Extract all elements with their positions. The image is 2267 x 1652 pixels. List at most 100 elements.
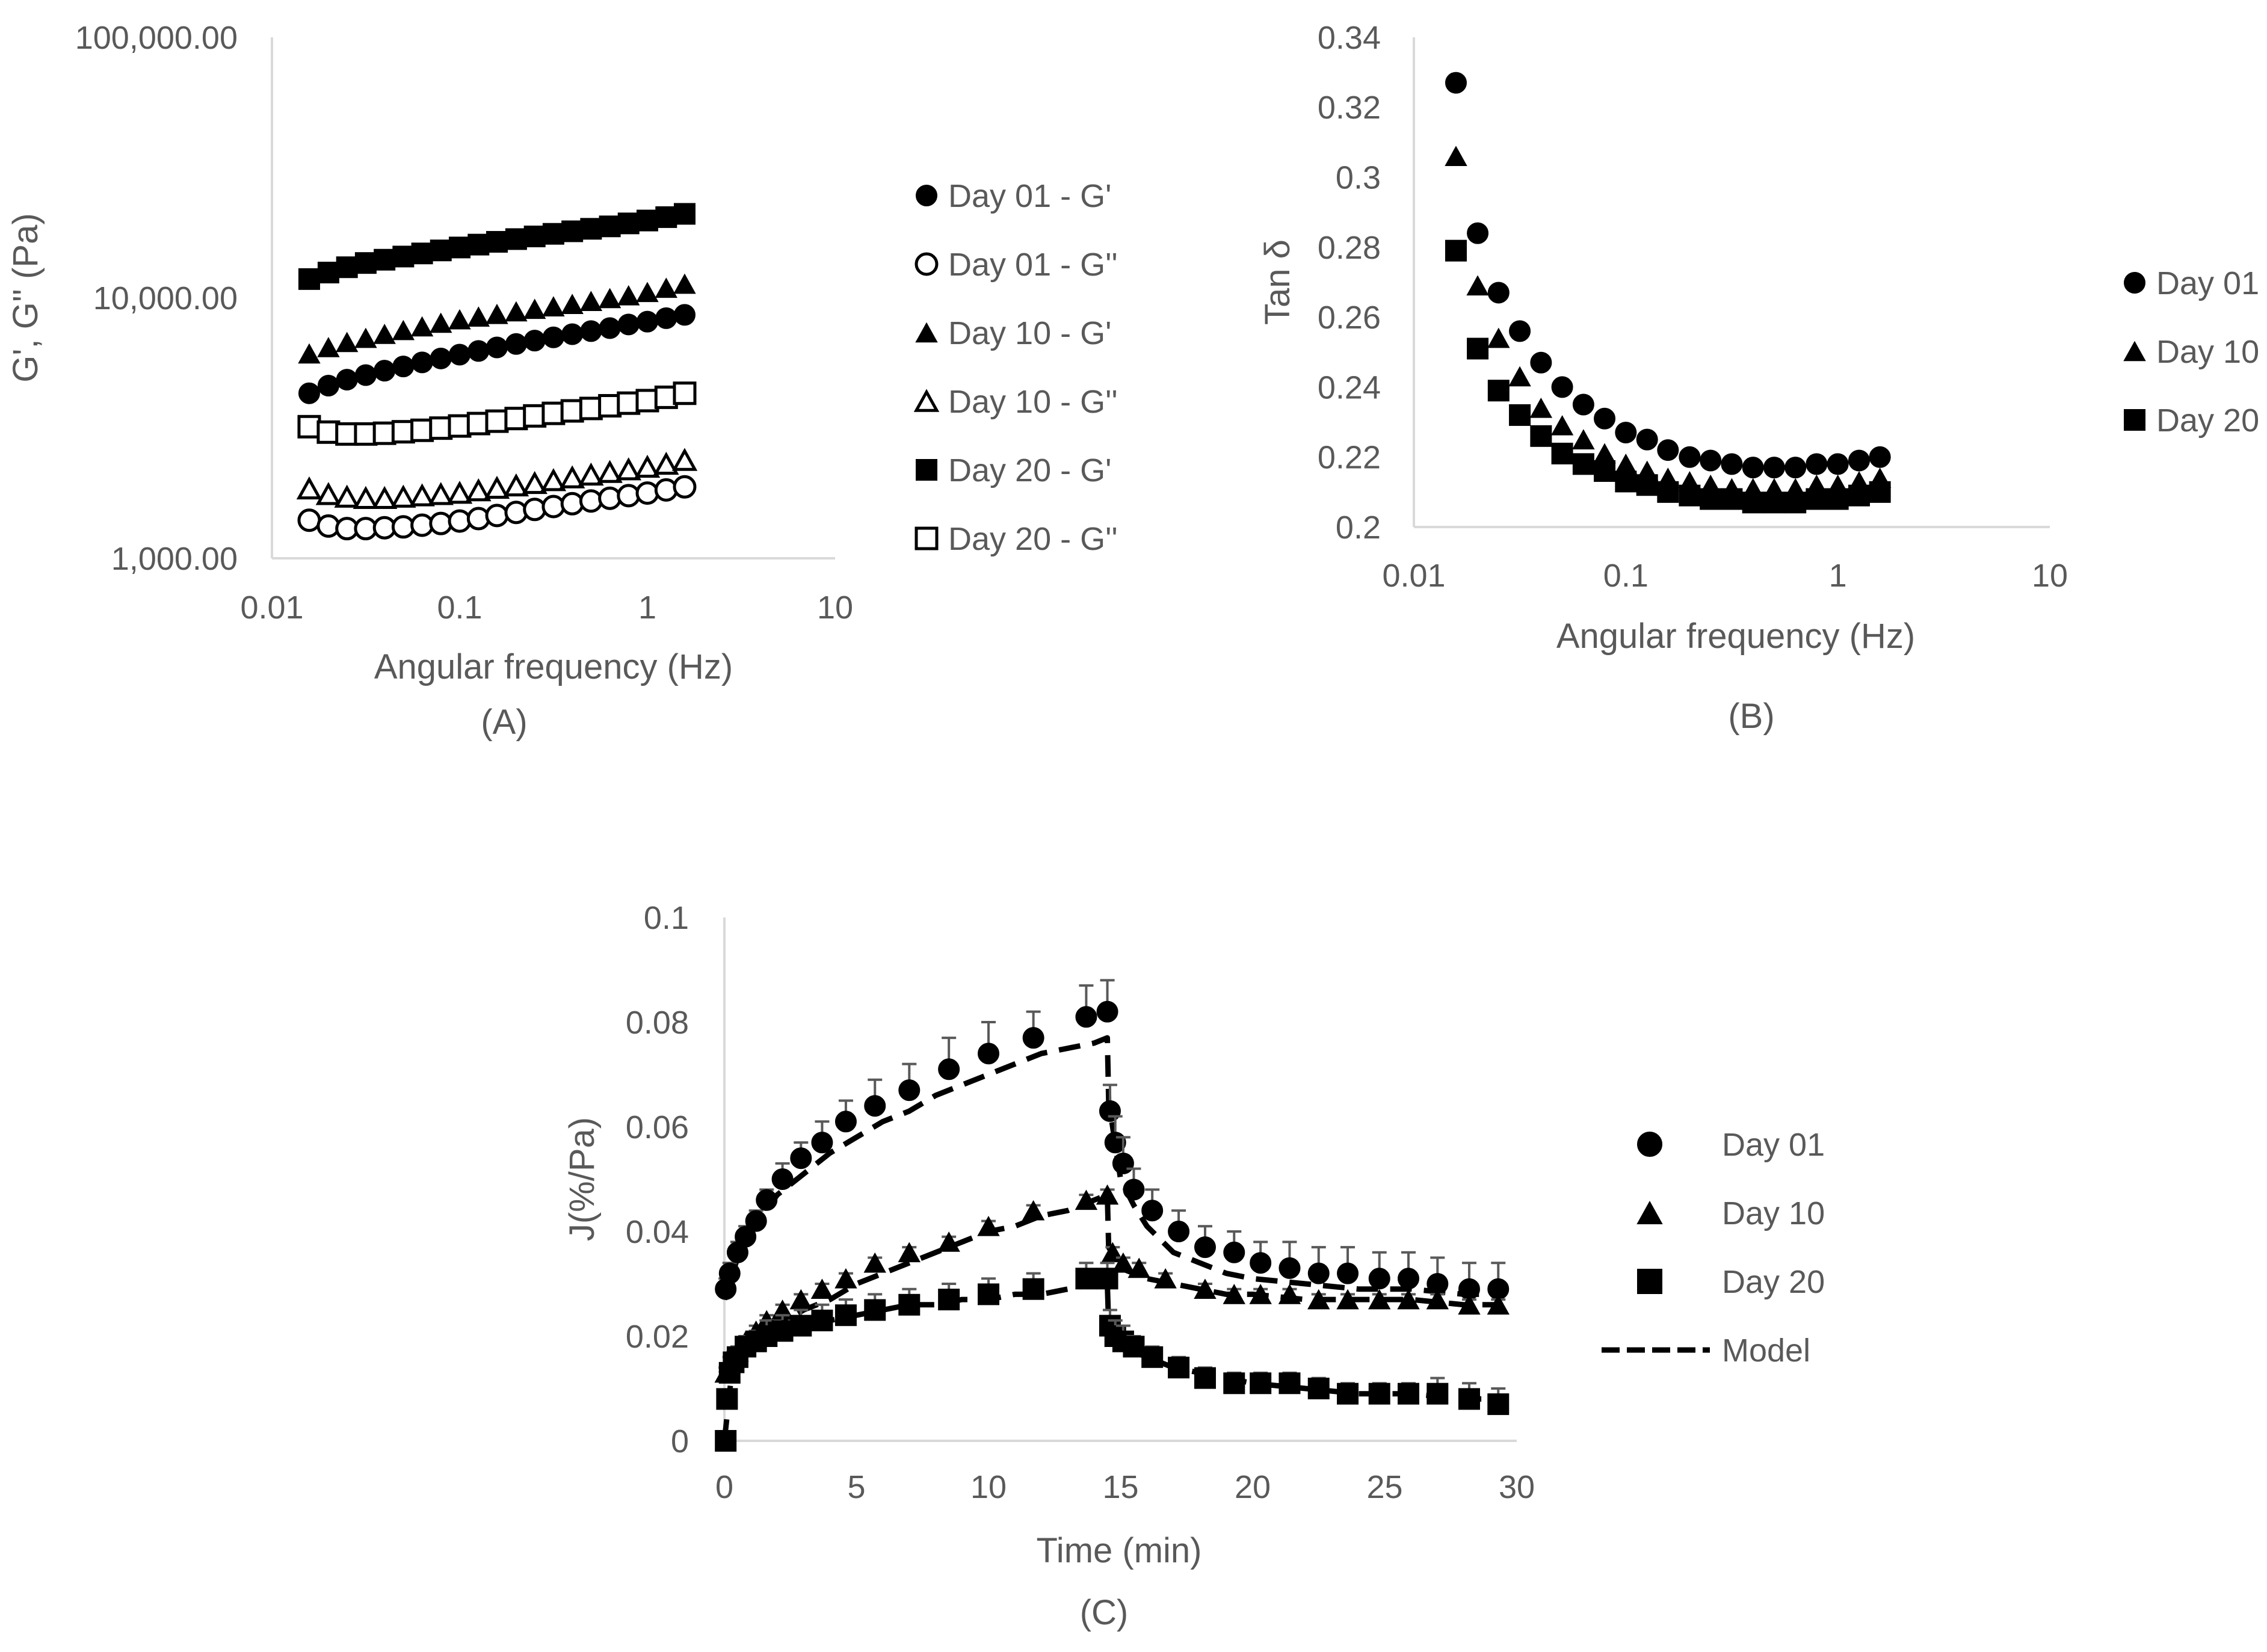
data-point	[1112, 1152, 1134, 1174]
data-point	[898, 1293, 921, 1316]
data-point	[1679, 446, 1701, 468]
legend-label: Day 10 - G''	[948, 384, 1118, 420]
legend-marker	[1637, 1269, 1662, 1294]
data-point	[1657, 439, 1679, 461]
data-point	[615, 457, 641, 481]
data-point	[1022, 1278, 1044, 1300]
legend-label: Day 10	[1722, 1195, 1825, 1231]
data-point	[1784, 492, 1807, 514]
data-point	[541, 401, 566, 425]
data-point	[1509, 404, 1531, 426]
data-point	[673, 381, 697, 405]
data-point	[636, 282, 659, 303]
data-point	[1398, 1268, 1420, 1290]
y-axis-title: J(%/Pa)	[563, 1117, 602, 1241]
data-point	[1336, 1289, 1359, 1310]
data-point	[334, 484, 360, 508]
x-tick-label: 0.01	[1382, 558, 1445, 594]
data-point	[599, 215, 621, 238]
data-point	[789, 1289, 813, 1310]
legend-label: Day 20 - G''	[948, 521, 1118, 557]
data-point	[392, 319, 415, 341]
data-point	[938, 1289, 960, 1311]
data-point	[1551, 376, 1573, 398]
data-point	[790, 1315, 812, 1337]
data-point	[1636, 428, 1658, 451]
data-point	[1572, 429, 1595, 449]
data-point	[1508, 366, 1531, 387]
data-point	[298, 343, 321, 364]
data-point	[637, 209, 658, 232]
x-axis-title: Angular frequency (Hz)	[374, 647, 733, 686]
data-point	[898, 1242, 921, 1263]
y-tick-label: 0	[671, 1423, 689, 1459]
data-point	[898, 1079, 921, 1102]
data-point	[1742, 492, 1764, 514]
legend-marker	[915, 322, 938, 343]
data-point	[1763, 457, 1785, 479]
data-point	[937, 1231, 960, 1252]
data-point	[756, 1189, 778, 1211]
data-point	[1827, 488, 1849, 510]
y-tick-label: 0.02	[626, 1319, 689, 1355]
data-point	[977, 1215, 1000, 1236]
data-point	[505, 228, 527, 250]
data-point	[637, 310, 658, 333]
data-point	[523, 298, 546, 319]
legend-marker	[916, 185, 937, 206]
data-point	[297, 508, 321, 532]
series-day-01	[1445, 72, 1891, 479]
panel-label: (A)	[481, 703, 527, 742]
data-point	[430, 312, 452, 333]
y-tick-label: 0.22	[1318, 440, 1381, 476]
data-point	[1529, 397, 1553, 418]
data-point	[467, 306, 490, 327]
data-point	[1784, 457, 1807, 479]
data-point	[1426, 1289, 1449, 1310]
legend-label: Model	[1722, 1333, 1810, 1369]
data-point	[1112, 1252, 1135, 1273]
y-tick-label: 100,000.00	[75, 20, 238, 56]
data-point	[1458, 1294, 1481, 1315]
data-point	[1123, 1179, 1145, 1201]
data-point	[715, 1430, 737, 1452]
data-point	[617, 484, 641, 508]
data-point	[1572, 453, 1594, 475]
data-point	[580, 218, 602, 240]
data-point	[653, 451, 679, 475]
chart-b: 0.2 0.22 0.24 0.26 0.28 0.3 0.32 0.34 0.01 0.1 1 10…	[1258, 20, 2259, 736]
data-point	[1869, 446, 1891, 468]
data-point	[1551, 442, 1573, 464]
x-tick-label: 0.01	[240, 590, 303, 626]
data-point	[790, 1147, 812, 1170]
data-point	[448, 309, 471, 330]
data-point	[428, 482, 454, 505]
data-point	[1022, 1200, 1045, 1221]
data-point	[560, 492, 584, 516]
data-point	[1278, 1284, 1301, 1304]
data-point	[617, 212, 640, 235]
data-point	[716, 1388, 738, 1410]
data-point	[374, 248, 396, 271]
data-point	[1154, 1268, 1177, 1289]
data-point	[542, 326, 564, 348]
y-tick-label: 0.34	[1318, 20, 1381, 56]
data-point	[373, 324, 396, 344]
legend-marker	[1636, 1200, 1663, 1224]
data-point	[1368, 1268, 1390, 1290]
data-point	[673, 475, 697, 499]
data-point	[1141, 1346, 1164, 1368]
data-point	[522, 470, 547, 495]
data-point	[864, 1299, 886, 1321]
data-point	[1467, 337, 1489, 360]
data-point	[579, 396, 603, 421]
data-point	[1572, 393, 1594, 416]
data-point	[466, 478, 492, 502]
legend-label: Day 10 - G'	[948, 315, 1111, 351]
data-point	[523, 330, 546, 352]
y-tick-label: 0.2	[1336, 510, 1381, 546]
data-point	[542, 223, 564, 245]
data-point	[1594, 460, 1616, 482]
data-point	[673, 304, 696, 326]
